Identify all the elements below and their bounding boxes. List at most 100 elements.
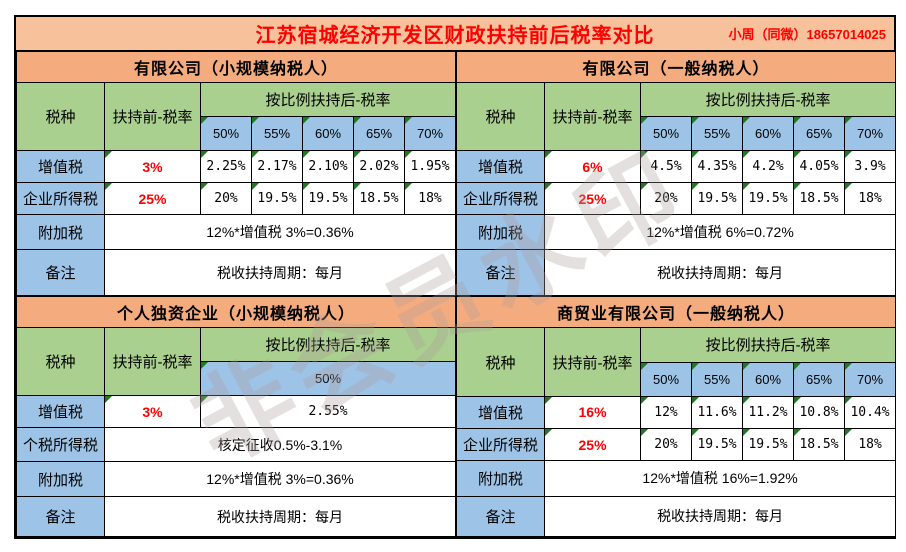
quadrant-title: 商贸业有限公司（一般纳税人） — [456, 295, 897, 329]
row-label-income-tax: 企业所得税 — [456, 428, 546, 462]
pct-header-cell: 65% — [793, 116, 846, 151]
pct-header-cell: 60% — [742, 116, 795, 151]
rate-value: 19.5% — [691, 428, 744, 462]
rate-value: 11.6% — [691, 395, 744, 430]
rate-value: 2.02% — [353, 150, 405, 183]
rate-value: 4.5% — [640, 150, 693, 183]
quadrant-grid: 有限公司（小规模纳税人） 税种 扶持前-税率 按比例扶持后-税率 50% 55%… — [15, 51, 897, 538]
before-rate-value: 3% — [104, 150, 201, 183]
after-rate-header: 按比例扶持后-税率 — [640, 82, 897, 117]
row-label-note: 备注 — [16, 496, 105, 537]
row-label-note: 备注 — [456, 495, 546, 538]
before-rate-value: 25% — [544, 428, 642, 462]
tax-type-header: 税种 — [456, 82, 546, 151]
title-bar: 江苏宿城经济开发区财政扶持前后税率对比 小周（同微）18657014025 — [16, 17, 894, 51]
rate-value: 4.2% — [742, 150, 795, 183]
rate-value: 2.55% — [199, 395, 457, 428]
row-label-personal-income-tax: 个税所得税 — [16, 427, 105, 462]
rate-value: 20% — [640, 428, 693, 462]
rate-value: 1.95% — [403, 150, 457, 183]
surtax-formula: 12%*增值税 3%=0.36% — [103, 461, 457, 497]
quadrant-title: 个人独资企业（小规模纳税人） — [15, 296, 457, 328]
pct-header-cell: 50% — [640, 116, 693, 151]
row-label-note: 备注 — [456, 249, 546, 296]
row-label-vat: 增值税 — [16, 395, 105, 428]
pct-header-cell: 70% — [403, 116, 457, 151]
after-rate-header: 按比例扶持后-税率 — [199, 327, 457, 362]
pct-header-cell: 60% — [302, 116, 354, 151]
pct-header-cell: 70% — [844, 116, 897, 151]
rate-value: 18% — [403, 182, 457, 215]
rate-value: 19.5% — [742, 428, 795, 462]
page-title: 江苏宿城经济开发区财政扶持前后税率对比 — [255, 25, 655, 47]
row-label-surtax: 附加税 — [456, 214, 546, 250]
row-label-surtax: 附加税 — [456, 460, 546, 497]
surtax-formula: 12%*增值税 6%=0.72% — [544, 214, 897, 250]
row-label-vat: 增值税 — [456, 395, 546, 430]
pct-header-cell: 60% — [742, 361, 795, 397]
rate-value: 18.5% — [353, 182, 405, 215]
rate-value: 4.05% — [793, 150, 846, 183]
rate-value: 20% — [640, 182, 693, 215]
tax-type-header: 税种 — [16, 327, 105, 396]
before-rate-value: 25% — [104, 182, 201, 215]
rate-value: 2.10% — [302, 150, 354, 183]
contact-phone: 小周（同微）18657014025 — [728, 27, 886, 42]
table-ltd-general-taxpayer: 有限公司（一般纳税人） 税种 扶持前-税率 按比例扶持后-税率 50% 55% … — [456, 51, 897, 296]
rate-value: 2.17% — [251, 150, 303, 183]
table-sole-proprietorship: 个人独资企业（小规模纳税人） 税种 扶持前-税率 按比例扶持后-税率 50% 增… — [15, 296, 457, 537]
note-text: 税收扶持周期：每月 — [544, 249, 897, 296]
quadrant-title: 有限公司（小规模纳税人） — [15, 51, 457, 83]
pct-header-cell: 50% — [199, 361, 457, 396]
comparison-sheet: 江苏宿城经济开发区财政扶持前后税率对比 小周（同微）18657014025 有限… — [14, 15, 897, 539]
row-label-income-tax: 企业所得税 — [456, 182, 546, 215]
rate-value: 4.35% — [691, 150, 744, 183]
before-rate-value: 3% — [104, 395, 201, 428]
pct-header-cell: 65% — [353, 116, 405, 151]
pct-header-cell: 55% — [691, 116, 744, 151]
before-rate-header: 扶持前-税率 — [544, 82, 642, 151]
row-label-surtax: 附加税 — [16, 461, 105, 497]
personal-income-tax-text: 核定征收0.5%-3.1% — [103, 427, 457, 462]
rate-value: 18.5% — [793, 182, 846, 215]
rate-value: 10.8% — [793, 395, 846, 430]
rate-value: 2.25% — [200, 150, 252, 183]
pct-header-cell: 50% — [200, 116, 252, 151]
quadrant-title: 有限公司（一般纳税人） — [456, 51, 897, 83]
rate-value: 19.5% — [302, 182, 354, 215]
pct-header-cell: 55% — [251, 116, 303, 151]
rate-value: 18% — [844, 182, 897, 215]
pct-header-cell: 55% — [691, 361, 744, 397]
after-rate-header: 按比例扶持后-税率 — [199, 82, 457, 117]
before-rate-value: 25% — [544, 182, 642, 215]
after-rate-header: 按比例扶持后-税率 — [640, 327, 897, 363]
note-text: 税收扶持周期：每月 — [103, 249, 457, 296]
row-label-income-tax: 企业所得税 — [16, 182, 105, 215]
pct-header-cell: 65% — [793, 361, 846, 397]
before-rate-header: 扶持前-税率 — [104, 82, 201, 151]
before-rate-header: 扶持前-税率 — [544, 327, 642, 397]
row-label-vat: 增值税 — [456, 150, 546, 183]
rate-value: 10.4% — [844, 395, 897, 430]
rate-value: 18.5% — [793, 428, 846, 462]
rate-value: 20% — [200, 182, 252, 215]
surtax-formula: 12%*增值税 16%=1.92% — [544, 460, 897, 497]
tax-type-header: 税种 — [456, 327, 546, 397]
row-label-note: 备注 — [16, 249, 105, 296]
tax-type-header: 税种 — [16, 82, 105, 151]
row-label-vat: 增值税 — [16, 150, 105, 183]
row-label-surtax: 附加税 — [16, 214, 105, 250]
rate-value: 18% — [844, 428, 897, 462]
before-rate-value: 6% — [544, 150, 642, 183]
rate-value: 19.5% — [251, 182, 303, 215]
rate-value: 12% — [640, 395, 693, 430]
rate-value: 19.5% — [691, 182, 744, 215]
note-text: 税收扶持周期：每月 — [544, 495, 897, 538]
note-text: 税收扶持周期：每月 — [103, 496, 457, 537]
rate-value: 19.5% — [742, 182, 795, 215]
rate-value: 3.9% — [844, 150, 897, 183]
table-ltd-small-taxpayer: 有限公司（小规模纳税人） 税种 扶持前-税率 按比例扶持后-税率 50% 55%… — [15, 51, 457, 296]
pct-header-cell: 70% — [844, 361, 897, 397]
rate-value: 11.2% — [742, 395, 795, 430]
pct-header-cell: 50% — [640, 361, 693, 397]
